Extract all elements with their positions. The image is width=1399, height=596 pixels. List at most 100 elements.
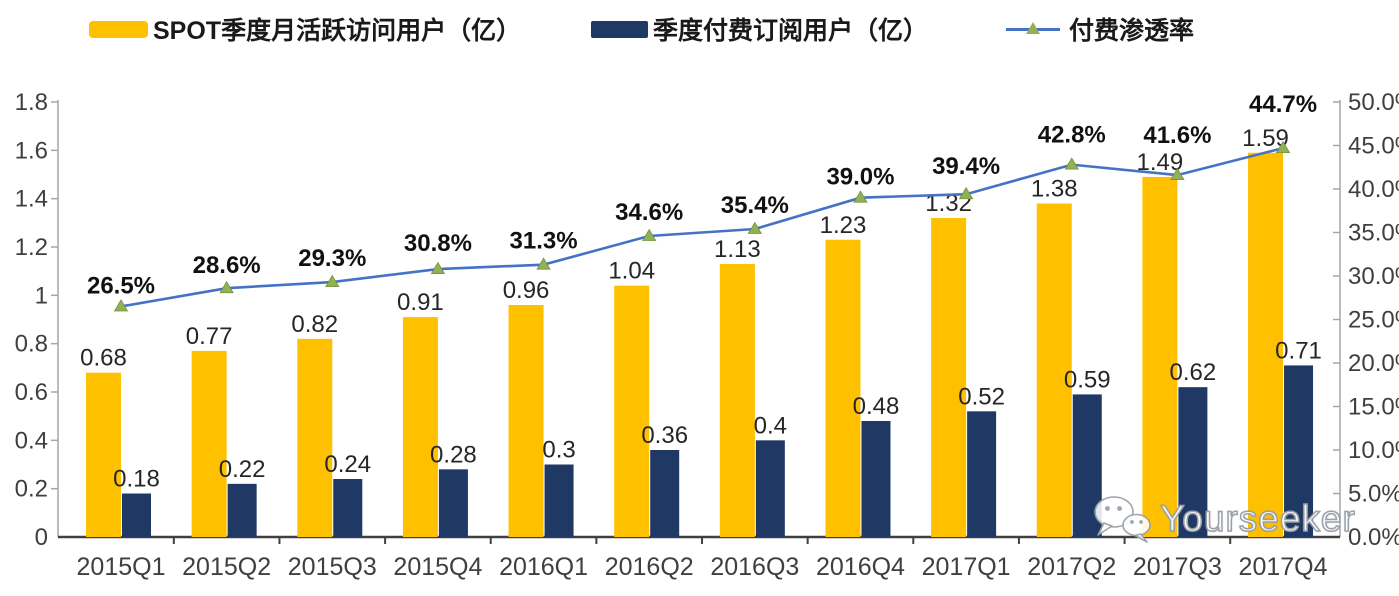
- bar-label-subscribers-2016Q4: 0.48: [853, 393, 900, 420]
- y-axis-left-label: 0.4: [15, 427, 48, 454]
- penetration-marker-2016Q2: [641, 228, 657, 241]
- y-axis-right-label: 45.0%: [1348, 133, 1399, 160]
- bar-label-subscribers-2016Q2: 0.36: [641, 422, 688, 449]
- bar-label-subscribers-2016Q3: 0.4: [754, 412, 787, 439]
- bar-mau-2015Q2: [191, 350, 227, 537]
- x-axis-label-2016Q3: 2016Q3: [710, 553, 799, 581]
- x-axis-label-2017Q3: 2017Q3: [1133, 553, 1222, 581]
- penetration-label-2016Q1: 31.3%: [510, 228, 578, 255]
- y-axis-left-label: 0.6: [15, 379, 48, 406]
- penetration-label-2017Q4: 44.7%: [1249, 91, 1317, 118]
- bar-label-subscribers-2017Q2: 0.59: [1064, 366, 1111, 393]
- bar-label-subscribers-2015Q3: 0.24: [324, 451, 371, 478]
- legend-item-mau: SPOT季度月活跃访问用户（亿）: [89, 16, 521, 45]
- legend-label-subscribers: 季度付费订阅用户（亿）: [653, 17, 929, 45]
- y-axis-right-label: 35.0%: [1348, 220, 1399, 247]
- x-axis-label-2015Q4: 2015Q4: [393, 553, 482, 581]
- bar-label-subscribers-2015Q4: 0.28: [430, 441, 477, 468]
- penetration-marker-2017Q3: [1170, 167, 1185, 180]
- penetration-label-2016Q4: 39.0%: [826, 164, 894, 191]
- y-axis-left-label: 0: [35, 524, 48, 551]
- bar-label-mau-2015Q4: 0.91: [397, 289, 444, 316]
- y-axis-right-label: 30.0%: [1348, 263, 1399, 290]
- bar-subscribers-2017Q4: [1284, 365, 1314, 537]
- y-axis-left-label: 1.2: [15, 234, 48, 261]
- y-axis-right-label: 0.0%: [1348, 524, 1399, 551]
- x-axis-label-2015Q3: 2015Q3: [288, 553, 377, 581]
- legend-label-penetration: 付费渗透率: [1069, 17, 1195, 45]
- bar-mau-2016Q3: [719, 263, 755, 537]
- penetration-label-2017Q1: 39.4%: [932, 153, 1000, 180]
- bar-label-mau-2015Q1: 0.68: [80, 345, 127, 372]
- bar-mau-2016Q4: [825, 239, 861, 537]
- penetration-marker-2016Q4: [853, 190, 868, 203]
- x-axis-label-2017Q1: 2017Q1: [922, 553, 1011, 581]
- bar-mau-2016Q2: [614, 285, 650, 537]
- bar-subscribers-2016Q1: [544, 464, 574, 537]
- x-axis-label-2017Q2: 2017Q2: [1027, 553, 1116, 581]
- bar-subscribers-2016Q2: [650, 450, 680, 537]
- penetration-marker-2015Q3: [325, 274, 340, 287]
- bar-mau-2016Q1: [508, 305, 544, 537]
- bar-label-mau-2015Q3: 0.82: [291, 311, 338, 338]
- penetration-marker-2017Q4: [1275, 140, 1291, 154]
- bar-mau-2015Q1: [86, 372, 121, 537]
- y-axis-left-label: 0.2: [15, 476, 48, 503]
- y-axis-right-label: 20.0%: [1348, 350, 1399, 377]
- penetration-marker-2017Q2: [1064, 157, 1079, 170]
- bar-label-subscribers-2015Q2: 0.22: [219, 456, 266, 483]
- bar-mau-2017Q2: [1036, 203, 1072, 537]
- bar-label-subscribers-2017Q4: 0.71: [1275, 337, 1322, 364]
- penetration-label-2015Q4: 30.8%: [404, 230, 472, 257]
- penetration-marker-2016Q1: [536, 257, 551, 270]
- bar-mau-2015Q3: [297, 338, 333, 537]
- y-axis-left-label: 1.8: [15, 89, 48, 116]
- penetration-line: [120, 146, 1284, 308]
- legend-label-mau: SPOT季度月活跃访问用户（亿）: [153, 17, 522, 45]
- y-axis-right-label: 40.0%: [1348, 176, 1399, 203]
- bar-subscribers-2015Q2: [227, 483, 257, 537]
- penetration-marker-2016Q3: [747, 221, 763, 234]
- bar-subscribers-2015Q1: [122, 493, 151, 537]
- bar-mau-2015Q4: [402, 317, 438, 537]
- bar-subscribers-2017Q1: [967, 411, 997, 537]
- bar-label-mau-2015Q2: 0.77: [186, 323, 233, 350]
- bar-mau-2017Q4: [1248, 152, 1284, 537]
- bar-subscribers-2015Q3: [333, 479, 363, 537]
- penetration-label-2017Q2: 42.8%: [1038, 122, 1106, 149]
- subscribers-bar-swatch: [591, 20, 648, 38]
- bar-label-subscribers-2017Q3: 0.62: [1170, 359, 1217, 386]
- y-axis-left-label: 1.4: [15, 186, 48, 213]
- y-axis-left-label: 0.8: [15, 331, 48, 358]
- legend-item-subscribers: 季度付费订阅用户（亿）: [591, 16, 928, 45]
- penetration-line-swatch: [1006, 21, 1060, 38]
- bar-label-subscribers-2016Q1: 0.3: [542, 437, 575, 464]
- penetration-label-2016Q3: 35.4%: [721, 192, 789, 219]
- bar-label-mau-2016Q2: 1.04: [608, 258, 655, 285]
- y-axis-right-label: 15.0%: [1348, 394, 1399, 421]
- penetration-label-2016Q2: 34.6%: [615, 199, 683, 226]
- bar-mau-2017Q1: [931, 218, 967, 537]
- y-axis-right-label: 5.0%: [1348, 481, 1399, 508]
- bar-label-mau-2017Q2: 1.38: [1031, 176, 1078, 203]
- y-axis-right-label: 50.0%: [1348, 89, 1399, 116]
- triangle-marker-icon: [1026, 21, 1040, 34]
- penetration-marker-2015Q1: [113, 299, 129, 312]
- penetration-label-2017Q3: 41.6%: [1143, 122, 1211, 149]
- bar-label-subscribers-2015Q1: 0.18: [113, 466, 160, 493]
- x-axis-label-2017Q4: 2017Q4: [1239, 553, 1328, 581]
- x-axis-label-2016Q4: 2016Q4: [816, 553, 905, 581]
- penetration-label-2015Q2: 28.6%: [193, 252, 261, 279]
- y-axis-right-label: 25.0%: [1348, 307, 1399, 334]
- x-axis-label-2015Q1: 2015Q1: [77, 553, 166, 581]
- bar-subscribers-2016Q3: [755, 440, 785, 537]
- penetration-marker-2015Q2: [219, 280, 234, 294]
- bar-mau-2017Q3: [1142, 176, 1178, 537]
- penetration-label-2015Q1: 26.5%: [87, 272, 155, 299]
- bar-label-subscribers-2017Q1: 0.52: [958, 383, 1005, 410]
- bar-subscribers-2015Q4: [438, 469, 468, 537]
- x-axis-label-2016Q2: 2016Q2: [605, 553, 694, 581]
- x-axis-label-2015Q2: 2015Q2: [182, 553, 271, 581]
- legend-item-penetration: 付费渗透率: [1006, 16, 1194, 45]
